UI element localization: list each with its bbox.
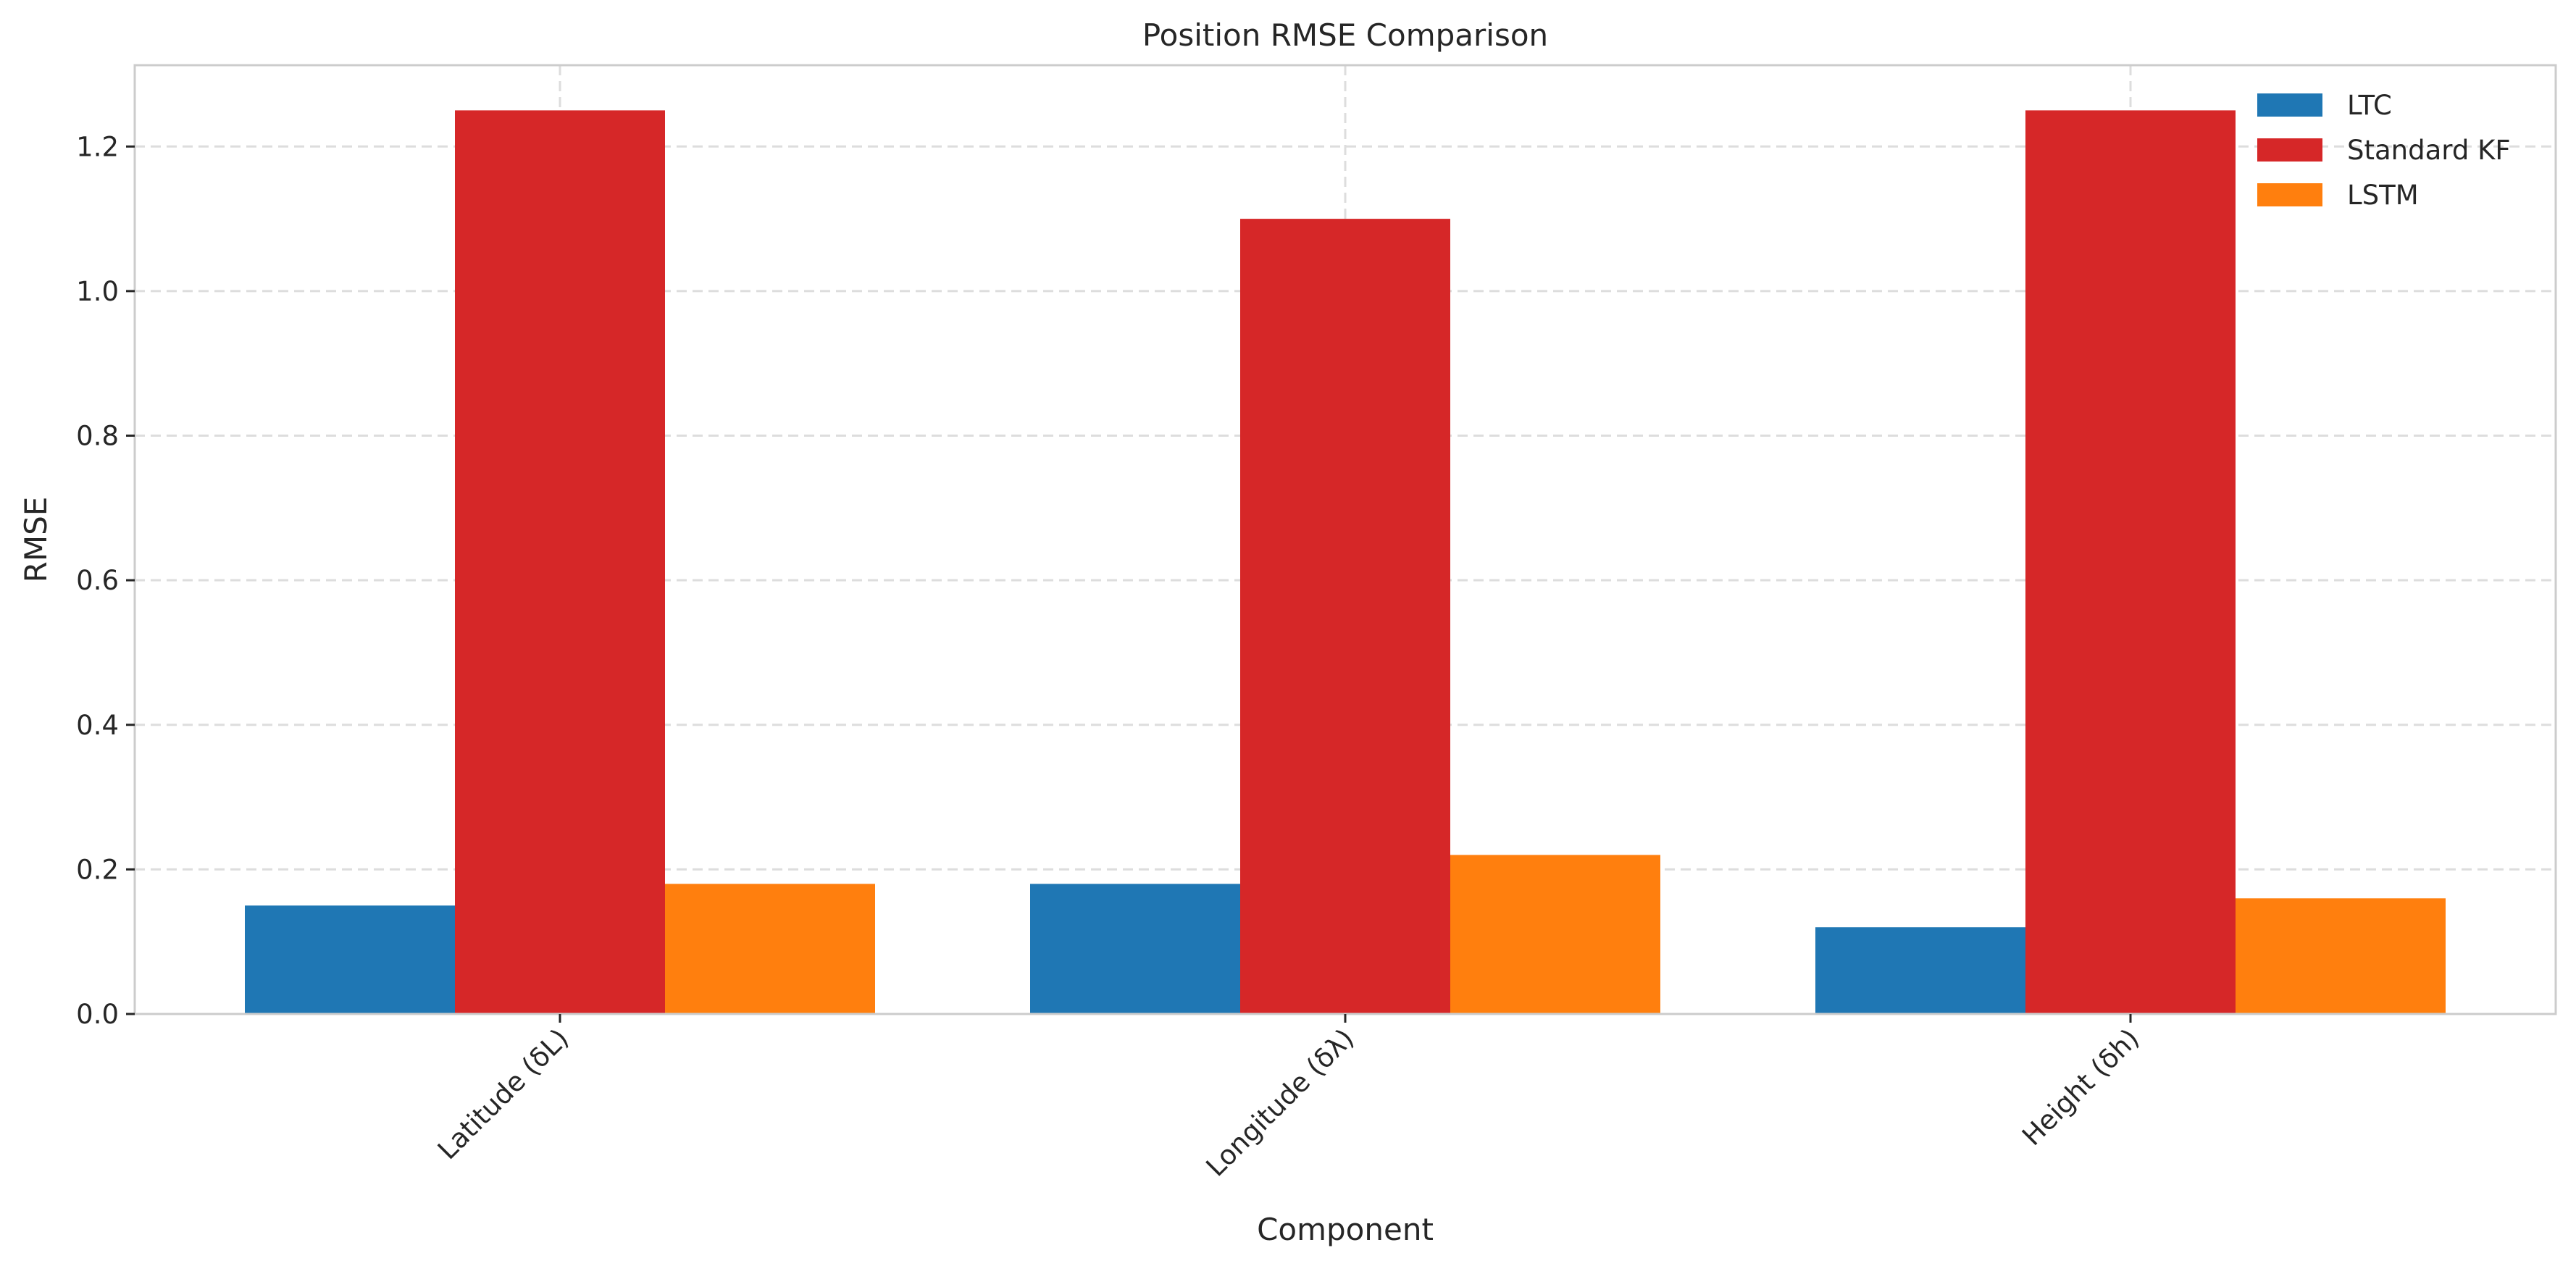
x-tick-label: Longitude (δλ): [1200, 1023, 1360, 1183]
bar-lstm: [1450, 855, 1660, 1014]
legend-swatch: [2257, 138, 2322, 162]
y-axis-label: RMSE: [18, 497, 54, 583]
bar-standard-kf: [455, 110, 665, 1014]
bar-ltc: [1815, 927, 2025, 1014]
y-tick-label: 0.8: [76, 421, 119, 452]
bar-ltc: [245, 905, 455, 1014]
legend-label: LTC: [2347, 90, 2392, 121]
bars: [245, 110, 2446, 1015]
legend-swatch: [2257, 183, 2322, 206]
chart-title: Position RMSE Comparison: [1142, 17, 1548, 53]
bar-standard-kf: [2025, 110, 2236, 1014]
y-tick-label: 0.6: [76, 565, 119, 596]
y-tick-label: 0.4: [76, 710, 119, 741]
legend-label: LSTM: [2347, 180, 2419, 211]
axis-ticks: 0.0 0.2 0.4 0.6 0.8 1.0 1.2 Latitude (δL) Longit…: [76, 131, 2145, 1182]
x-tick-label: Height (δh): [2016, 1023, 2145, 1152]
bar-lstm: [2236, 898, 2446, 1014]
legend-label: Standard KF: [2347, 135, 2511, 166]
legend: LTC Standard KF LSTM: [2257, 90, 2511, 211]
bar-ltc: [1030, 884, 1240, 1014]
legend-swatch: [2257, 93, 2322, 117]
bar-lstm: [665, 884, 875, 1014]
y-tick-label: 0.0: [76, 999, 119, 1030]
x-tick-label: Latitude (δL): [432, 1023, 574, 1165]
y-tick-label: 0.2: [76, 854, 119, 885]
y-tick-label: 1.0: [76, 276, 119, 307]
y-tick-label: 1.2: [76, 131, 119, 162]
x-axis-label: Component: [1257, 1212, 1434, 1247]
bar-standard-kf: [1240, 219, 1450, 1015]
